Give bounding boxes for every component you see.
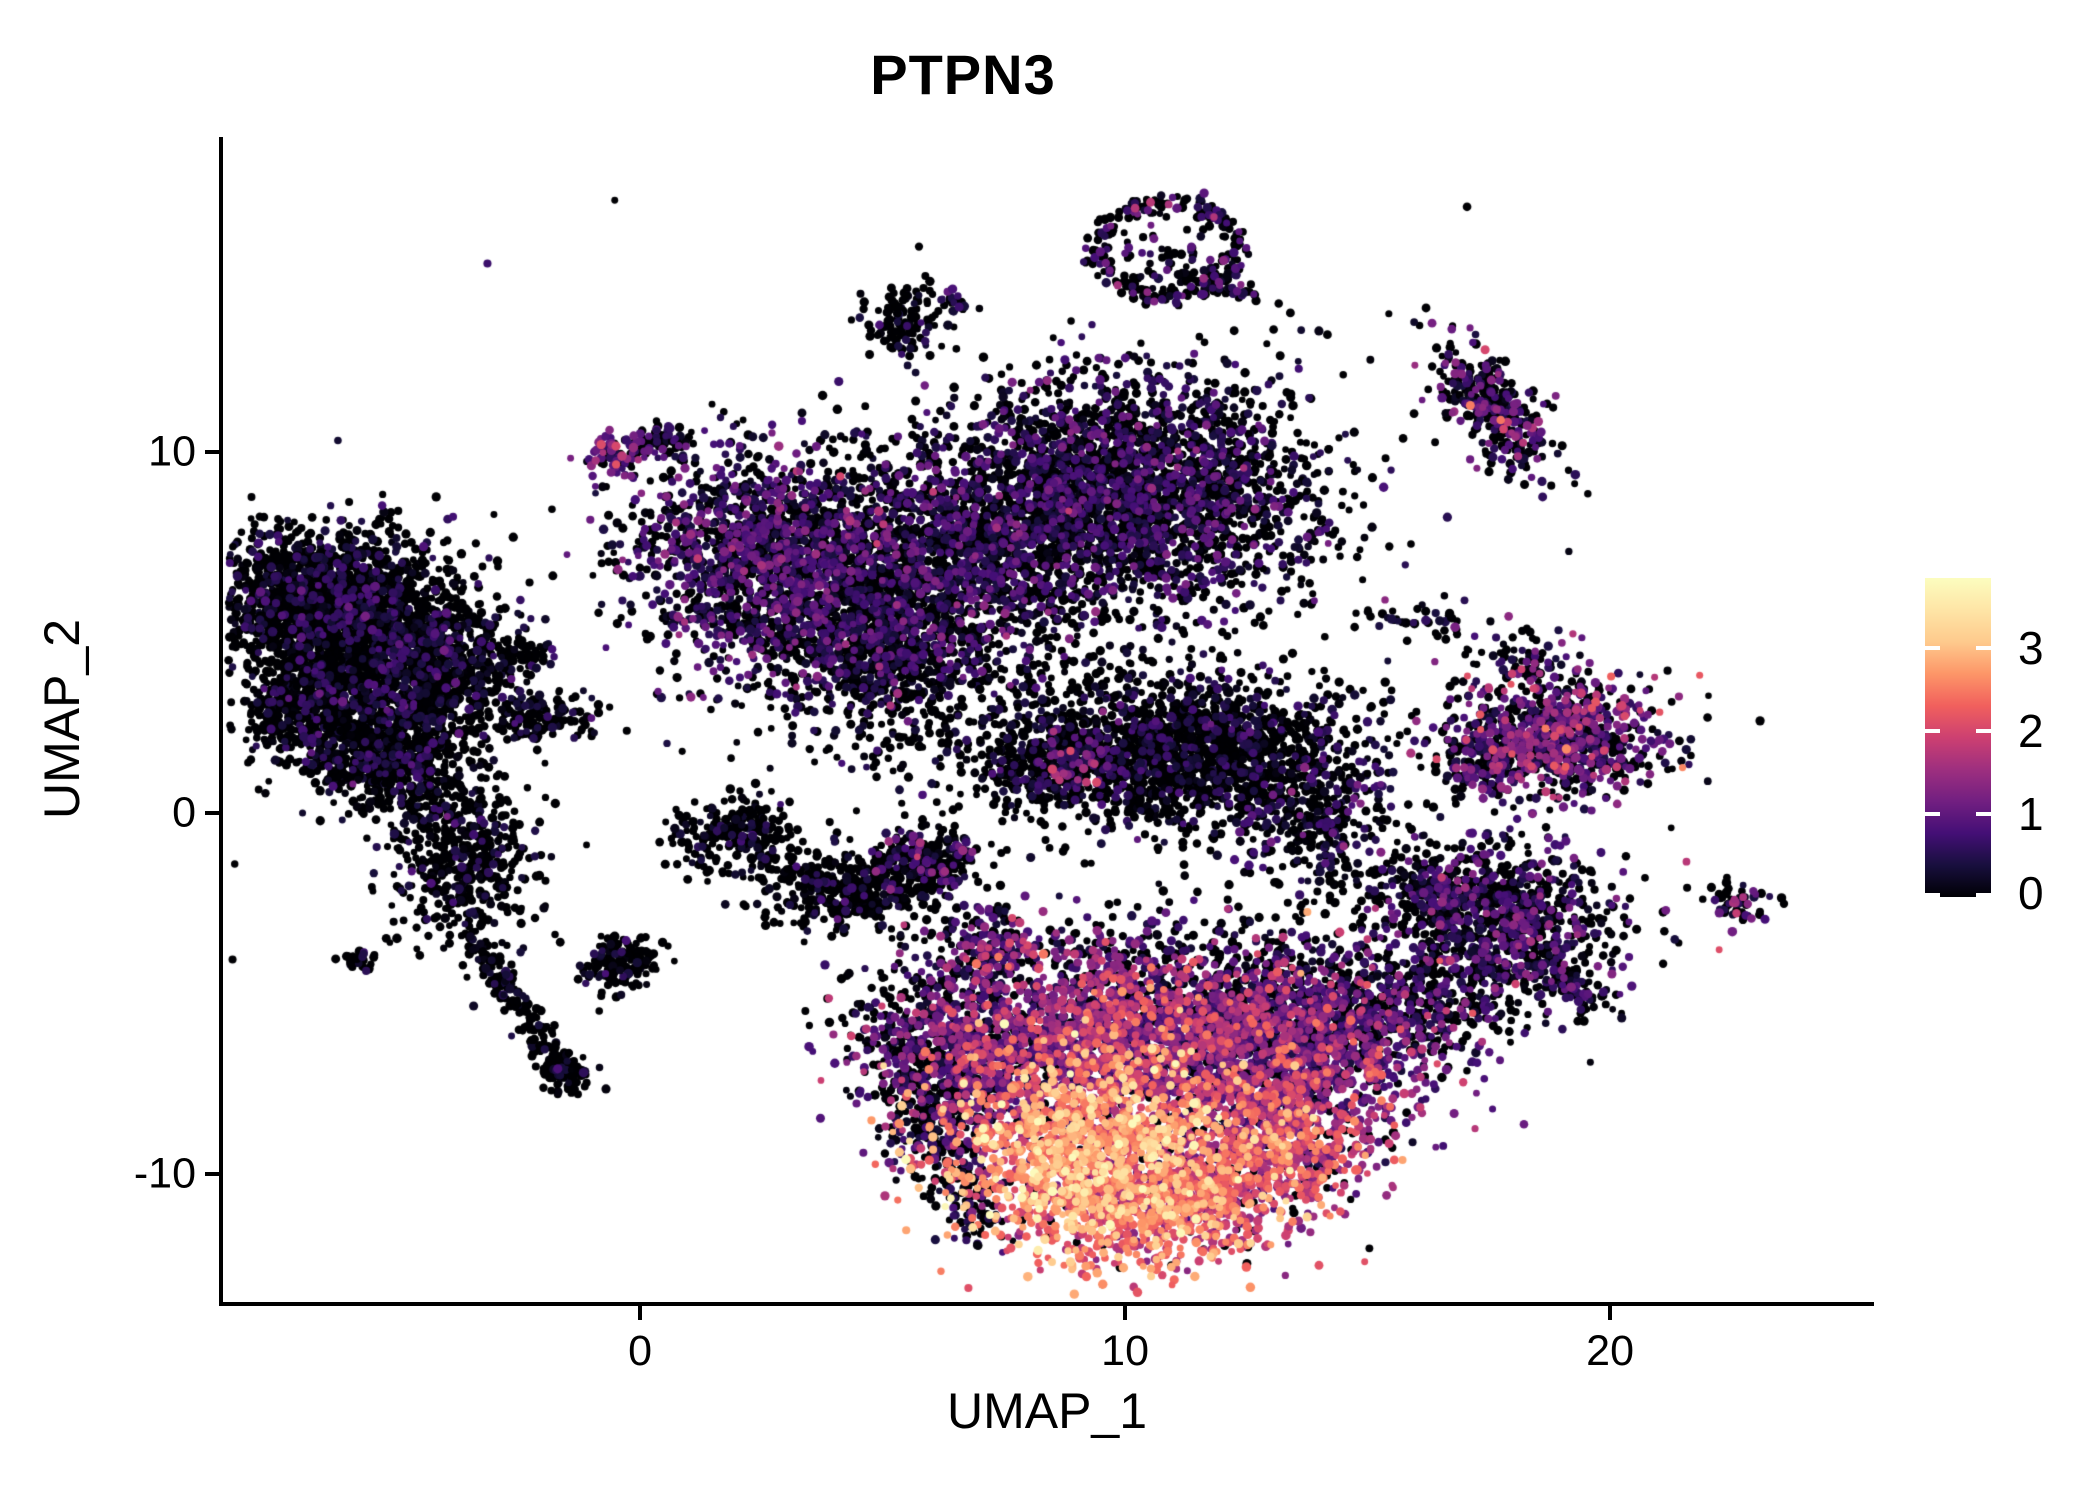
x-tick-label: 10	[1101, 1327, 1149, 1375]
colorbar-tick-label: 0	[2018, 867, 2044, 919]
y-tick-mark	[205, 449, 219, 454]
y-tick-mark	[205, 811, 219, 816]
colorbar-gradient	[1925, 578, 1991, 897]
colorbar-tick-label: 3	[2018, 622, 2044, 675]
colorbar-tick-mark	[1976, 893, 1991, 897]
x-tick-mark	[1608, 1306, 1613, 1320]
y-tick-mark	[205, 1172, 219, 1177]
y-axis-line	[219, 137, 223, 1306]
expression-colorbar	[1925, 578, 1991, 897]
x-axis-title: UMAP_1	[946, 1383, 1148, 1439]
colorbar-tick-mark	[1925, 893, 1940, 897]
y-tick-label: 10	[148, 427, 196, 476]
y-tick-label: 0	[172, 788, 196, 837]
x-tick-mark	[1123, 1306, 1128, 1320]
colorbar-tick-mark	[1925, 646, 1940, 651]
y-axis-title: UMAP_2	[34, 618, 90, 820]
colorbar-tick-mark	[1976, 729, 1991, 734]
x-tick-mark	[638, 1306, 643, 1320]
colorbar-tick-mark	[1976, 812, 1991, 817]
y-tick-label: -10	[133, 1149, 196, 1198]
x-tick-label: 20	[1586, 1327, 1635, 1375]
colorbar-tick-mark	[1976, 646, 1991, 651]
colorbar-tick-label: 2	[2018, 705, 2044, 758]
colorbar-tick-label: 1	[2018, 788, 2044, 841]
plot-title: PTPN3	[870, 43, 1056, 106]
x-tick-label: 0	[628, 1327, 653, 1375]
x-axis-line	[219, 1302, 1874, 1306]
colorbar-tick-mark	[1925, 729, 1940, 734]
colorbar-tick-mark	[1925, 812, 1940, 817]
